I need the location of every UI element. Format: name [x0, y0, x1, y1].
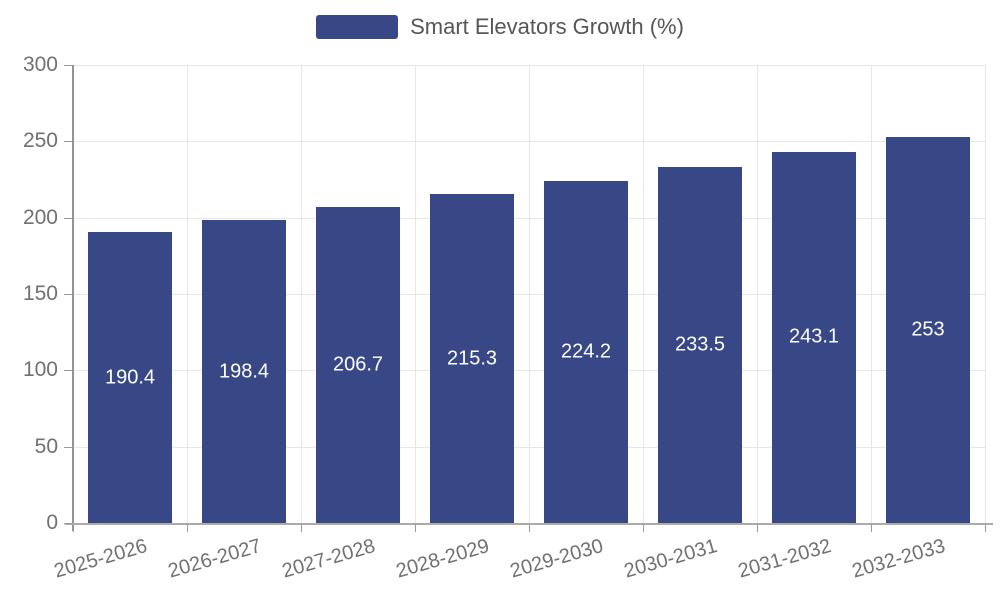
y-axis-tick: [64, 294, 72, 295]
y-axis-tick: [64, 217, 72, 219]
x-axis-tick: [415, 524, 416, 532]
y-tick-label: 50: [34, 434, 58, 458]
legend-label: Smart Elevators Growth (%): [410, 14, 684, 39]
gridline-vertical: [529, 65, 530, 523]
x-tick-label: 2026-2027: [166, 535, 265, 583]
x-axis-tick: [871, 524, 872, 532]
legend[interactable]: Smart Elevators Growth (%): [0, 14, 1000, 40]
x-axis-tick: [757, 524, 758, 532]
bar-value-label: 198.4: [218, 360, 270, 383]
x-axis-tick: [985, 524, 986, 532]
bar[interactable]: 198.4: [202, 220, 286, 523]
x-axis-tick: [643, 524, 644, 532]
bar[interactable]: 233.5: [658, 166, 742, 523]
y-axis-tick: [64, 65, 72, 66]
x-tick-label: 2027-2028: [280, 535, 379, 583]
y-axis-tick: [64, 523, 72, 524]
bar[interactable]: 243.1: [772, 151, 856, 523]
x-tick-label: 2028-2029: [394, 535, 493, 583]
plot-area: 190.4 198.4 206.7 215.3 224.2 233.5 243.1 253 0…: [23, 53, 993, 583]
bar-value-label: 206.7: [332, 353, 384, 376]
x-tick-label: 2031-2032: [736, 535, 835, 583]
x-tick-label: 2029-2030: [508, 535, 607, 583]
y-axis-tick: [64, 141, 72, 143]
x-tick-label: 2025-2026: [52, 535, 151, 583]
bar-value-label: 190.4: [104, 366, 156, 389]
x-axis-tick: [187, 524, 188, 532]
gridline-vertical: [985, 65, 986, 523]
legend-swatch-icon: [316, 15, 399, 39]
x-axis-tick: [301, 524, 302, 532]
bar-value-label: 215.3: [446, 347, 498, 370]
y-tick-label: 250: [22, 129, 58, 153]
y-axis-tick: [64, 446, 72, 448]
y-tick-label: 300: [22, 53, 58, 76]
y-axis-tick: [64, 370, 72, 372]
gridline-vertical: [757, 65, 758, 523]
bar-value-label: 253: [911, 318, 945, 341]
y-tick-label: 200: [22, 205, 58, 229]
bar[interactable]: 215.3: [430, 194, 514, 523]
bar[interactable]: 224.2: [544, 180, 628, 523]
gridline-vertical: [643, 65, 644, 523]
gridline-vertical: [187, 65, 188, 523]
y-tick-label: 100: [22, 358, 58, 382]
y-tick-label: 150: [22, 282, 58, 305]
bar-value-label: 233.5: [674, 333, 726, 356]
bar[interactable]: 190.4: [88, 232, 172, 523]
x-axis-tick: [73, 524, 74, 532]
bar[interactable]: 253: [886, 136, 970, 523]
bar-value-label: 243.1: [788, 325, 840, 348]
gridline-vertical: [871, 65, 872, 523]
y-axis-line: [72, 65, 74, 531]
y-tick-label: 0: [46, 511, 58, 534]
bar[interactable]: 206.7: [316, 207, 400, 523]
gridline-vertical: [415, 65, 416, 523]
x-axis-tick: [529, 524, 530, 532]
x-tick-label: 2030-2031: [622, 535, 721, 583]
gridline-vertical: [301, 65, 302, 523]
x-tick-label: 2032-2033: [850, 535, 949, 583]
bar-value-label: 224.2: [560, 340, 612, 363]
